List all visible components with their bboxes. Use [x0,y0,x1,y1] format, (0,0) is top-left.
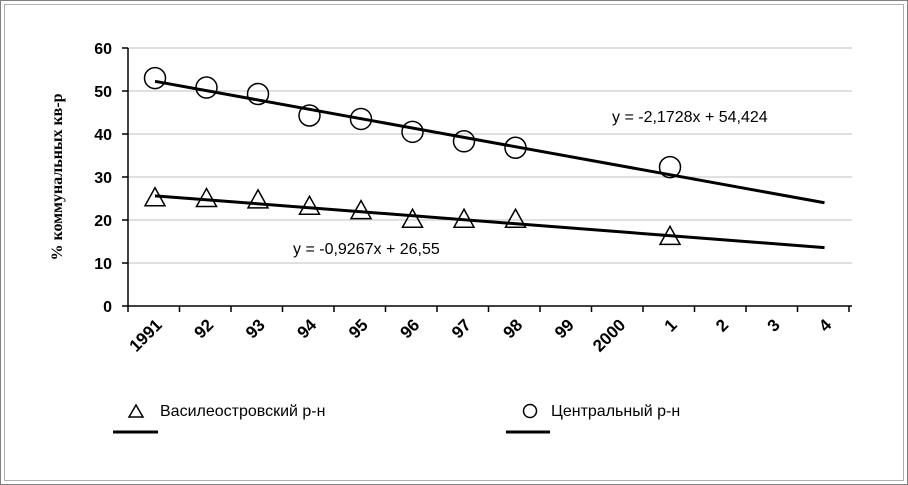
circle-point [504,136,527,160]
triangle-point [401,207,424,228]
x-tick-label: 96 [397,315,424,342]
legend-label-central: Центральный р-н [551,403,680,420]
circle-point [143,66,167,90]
x-tick-label: 2000 [589,315,629,355]
legend-item-vasileostrovsky: Василеостровский р-н [113,403,325,434]
circle-point [401,120,424,144]
x-tick-label: 97 [448,315,475,342]
y-tick-label: 20 [94,213,112,230]
x-tick-label: 92 [191,315,218,342]
y-tick-label: 0 [103,299,112,316]
circle-point [658,155,682,179]
x-tick-label: 2 [712,315,732,335]
triangle-point [246,188,270,209]
circle-point [246,82,270,106]
trend-lines [154,79,825,250]
circle-marker-icon [522,403,538,419]
x-tick-label: 95 [345,315,372,342]
trend-line-0 [154,194,825,250]
x-tick-label: 4 [815,315,836,336]
circle-point [452,130,476,153]
circle-point [298,104,321,127]
triangle-point [452,207,476,228]
y-tick-label: 30 [94,170,112,187]
triangle-marker-icon [127,403,145,418]
x-tick-label: 1 [661,315,681,335]
x-tick-label: 99 [551,315,578,342]
trend-equation-vasileostrovsky: y = -0,9267x + 26,55 [293,241,440,258]
y-tick-label: 10 [94,256,112,273]
y-axis-label: % коммунальных кв-р [49,93,66,260]
x-tick-labels: 1991 92 93 94 95 96 97 98 99 2000 1 2 3 4 [126,306,850,356]
y-tick-label: 60 [94,41,112,58]
data-points [143,66,682,246]
chart-frame-inner [4,4,904,481]
x-tick-label: 93 [242,315,269,342]
legend-label-vasileostrovsky: Василеостровский р-н [160,403,325,420]
legend: Василеостровский р-н Центральный р-н [113,403,680,434]
x-tick-label: 94 [294,315,321,342]
triangle-point [349,199,373,220]
y-tick-labels: 0 10 20 30 40 50 60 [94,41,128,316]
y-tick-label: 50 [94,84,112,101]
x-tick-label: 1991 [126,315,166,355]
legend-item-central: Центральный р-н [506,403,680,434]
triangle-point [195,187,218,208]
trend-line-1 [154,79,825,205]
triangle-point [504,207,527,228]
x-tick-label: 98 [500,315,527,342]
x-tick-label: 3 [764,315,784,335]
triangle-point [298,194,321,216]
grid-lines [128,47,852,264]
trend-equation-central: y = -2,1728x + 54,424 [612,109,768,126]
y-tick-label: 40 [94,127,112,144]
circle-point [195,76,218,99]
triangle-point [658,224,682,246]
circle-point [349,107,373,131]
triangle-point [143,186,167,207]
